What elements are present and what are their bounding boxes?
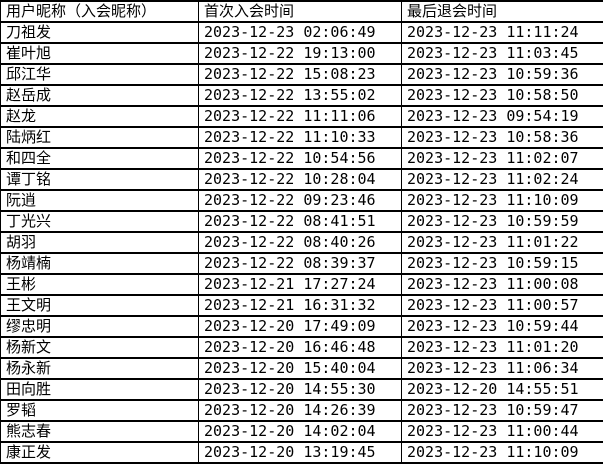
table-row: 邱江华 2023-12-22 15:08:23 2023-12-23 10:59:3…: [0, 63, 603, 86]
table-row: 谭丁铭 2023-12-22 10:28:04 2023-12-23 11:02:2…: [0, 168, 603, 191]
cell-nickname: 陆炳红: [0, 126, 199, 149]
cell-first-join-time: 2023-12-22 10:28:04: [198, 168, 402, 191]
cell-nickname: 和四全: [0, 147, 199, 170]
cell-last-leave-time: 2023-12-23 11:03:45: [401, 42, 603, 65]
cell-last-leave-time: 2023-12-23 10:59:44: [401, 315, 603, 338]
cell-first-join-time: 2023-12-23 02:06:49: [198, 21, 402, 44]
cell-nickname: 杨新文: [0, 336, 199, 359]
cell-last-leave-time: 2023-12-20 14:55:51: [401, 378, 603, 401]
header-last-leave-time: 最后退会时间: [401, 0, 603, 23]
cell-last-leave-time: 2023-12-23 11:00:08: [401, 273, 603, 296]
cell-first-join-time: 2023-12-21 17:27:24: [198, 273, 402, 296]
cell-last-leave-time: 2023-12-23 11:10:09: [401, 189, 603, 212]
table-row: 赵岳成 2023-12-22 13:55:02 2023-12-23 10:58:5…: [0, 84, 603, 107]
cell-last-leave-time: 2023-12-23 11:02:07: [401, 147, 603, 170]
table-row: 崔叶旭 2023-12-22 19:13:00 2023-12-23 11:03:4…: [0, 42, 603, 65]
cell-nickname: 罗韬: [0, 399, 199, 422]
cell-first-join-time: 2023-12-22 08:40:26: [198, 231, 402, 254]
cell-nickname: 康正发: [0, 441, 199, 464]
table-row: 杨新文 2023-12-20 16:46:48 2023-12-23 11:01:2…: [0, 336, 603, 359]
table-row: 和四全 2023-12-22 10:54:56 2023-12-23 11:02:0…: [0, 147, 603, 170]
header-row: 用户昵称（入会昵称） 首次入会时间 最后退会时间: [0, 0, 603, 23]
cell-first-join-time: 2023-12-20 14:55:30: [198, 378, 402, 401]
cell-first-join-time: 2023-12-20 17:49:09: [198, 315, 402, 338]
table-row: 王彬 2023-12-21 17:27:24 2023-12-23 11:00:08: [0, 273, 603, 296]
table-row: 熊志春 2023-12-20 14:02:04 2023-12-23 11:00:4…: [0, 420, 603, 443]
cell-nickname: 杨靖楠: [0, 252, 199, 275]
cell-last-leave-time: 2023-12-23 10:59:15: [401, 252, 603, 275]
cell-nickname: 邱江华: [0, 63, 199, 86]
cell-nickname: 崔叶旭: [0, 42, 199, 65]
cell-first-join-time: 2023-12-22 08:39:37: [198, 252, 402, 275]
cell-last-leave-time: 2023-12-23 11:06:34: [401, 357, 603, 380]
cell-last-leave-time: 2023-12-23 11:01:22: [401, 231, 603, 254]
cell-last-leave-time: 2023-12-23 11:00:57: [401, 294, 603, 317]
cell-nickname: 谭丁铭: [0, 168, 199, 191]
cell-nickname: 缪忠明: [0, 315, 199, 338]
table-row: 罗韬 2023-12-20 14:26:39 2023-12-23 10:59:47: [0, 399, 603, 422]
cell-last-leave-time: 2023-12-23 10:59:59: [401, 210, 603, 233]
table-row: 刀祖发 2023-12-23 02:06:49 2023-12-23 11:11:2…: [0, 21, 603, 44]
table-row: 田向胜 2023-12-20 14:55:30 2023-12-20 14:55:5…: [0, 378, 603, 401]
table-row: 杨永新 2023-12-20 15:40:04 2023-12-23 11:06:3…: [0, 357, 603, 380]
table-row: 赵龙 2023-12-22 11:11:06 2023-12-23 09:54:19: [0, 105, 603, 128]
table-row: 丁光兴 2023-12-22 08:41:51 2023-12-23 10:59:5…: [0, 210, 603, 233]
table-row: 胡羽 2023-12-22 08:40:26 2023-12-23 11:01:22: [0, 231, 603, 254]
cell-last-leave-time: 2023-12-23 11:02:24: [401, 168, 603, 191]
cell-nickname: 赵龙: [0, 105, 199, 128]
cell-first-join-time: 2023-12-20 14:26:39: [198, 399, 402, 422]
cell-first-join-time: 2023-12-22 11:11:06: [198, 105, 402, 128]
cell-nickname: 王文明: [0, 294, 199, 317]
cell-nickname: 胡羽: [0, 231, 199, 254]
table-row: 阮逍 2023-12-22 09:23:46 2023-12-23 11:10:09: [0, 189, 603, 212]
cell-first-join-time: 2023-12-20 16:46:48: [198, 336, 402, 359]
cell-first-join-time: 2023-12-20 15:40:04: [198, 357, 402, 380]
table-row: 康正发 2023-12-20 13:19:45 2023-12-23 11:10:0…: [0, 441, 603, 464]
cell-last-leave-time: 2023-12-23 10:59:47: [401, 399, 603, 422]
cell-first-join-time: 2023-12-21 16:31:32: [198, 294, 402, 317]
table-row: 杨靖楠 2023-12-22 08:39:37 2023-12-23 10:59:1…: [0, 252, 603, 275]
cell-nickname: 刀祖发: [0, 21, 199, 44]
table-row: 陆炳红 2023-12-22 11:10:33 2023-12-23 10:58:3…: [0, 126, 603, 149]
cell-nickname: 王彬: [0, 273, 199, 296]
cell-nickname: 熊志春: [0, 420, 199, 443]
header-first-join-time: 首次入会时间: [198, 0, 402, 23]
cell-nickname: 阮逍: [0, 189, 199, 212]
cell-last-leave-time: 2023-12-23 10:59:36: [401, 63, 603, 86]
table-header: 用户昵称（入会昵称） 首次入会时间 最后退会时间: [0, 0, 603, 23]
cell-first-join-time: 2023-12-22 15:08:23: [198, 63, 402, 86]
cell-last-leave-time: 2023-12-23 11:10:09: [401, 441, 603, 464]
cell-last-leave-time: 2023-12-23 11:11:24: [401, 21, 603, 44]
cell-first-join-time: 2023-12-22 11:10:33: [198, 126, 402, 149]
cell-nickname: 田向胜: [0, 378, 199, 401]
cell-last-leave-time: 2023-12-23 11:01:20: [401, 336, 603, 359]
cell-last-leave-time: 2023-12-23 11:00:44: [401, 420, 603, 443]
table-row: 缪忠明 2023-12-20 17:49:09 2023-12-23 10:59:4…: [0, 315, 603, 338]
cell-first-join-time: 2023-12-20 14:02:04: [198, 420, 402, 443]
cell-first-join-time: 2023-12-20 13:19:45: [198, 441, 402, 464]
cell-first-join-time: 2023-12-22 09:23:46: [198, 189, 402, 212]
cell-first-join-time: 2023-12-22 10:54:56: [198, 147, 402, 170]
table-body: 刀祖发 2023-12-23 02:06:49 2023-12-23 11:11:2…: [0, 21, 603, 464]
header-nickname: 用户昵称（入会昵称）: [0, 0, 199, 23]
cell-nickname: 丁光兴: [0, 210, 199, 233]
cell-first-join-time: 2023-12-22 13:55:02: [198, 84, 402, 107]
cell-last-leave-time: 2023-12-23 10:58:50: [401, 84, 603, 107]
cell-last-leave-time: 2023-12-23 09:54:19: [401, 105, 603, 128]
cell-first-join-time: 2023-12-22 19:13:00: [198, 42, 402, 65]
cell-nickname: 杨永新: [0, 357, 199, 380]
cell-nickname: 赵岳成: [0, 84, 199, 107]
cell-first-join-time: 2023-12-22 08:41:51: [198, 210, 402, 233]
cell-last-leave-time: 2023-12-23 10:58:36: [401, 126, 603, 149]
table-row: 王文明 2023-12-21 16:31:32 2023-12-23 11:00:5…: [0, 294, 603, 317]
